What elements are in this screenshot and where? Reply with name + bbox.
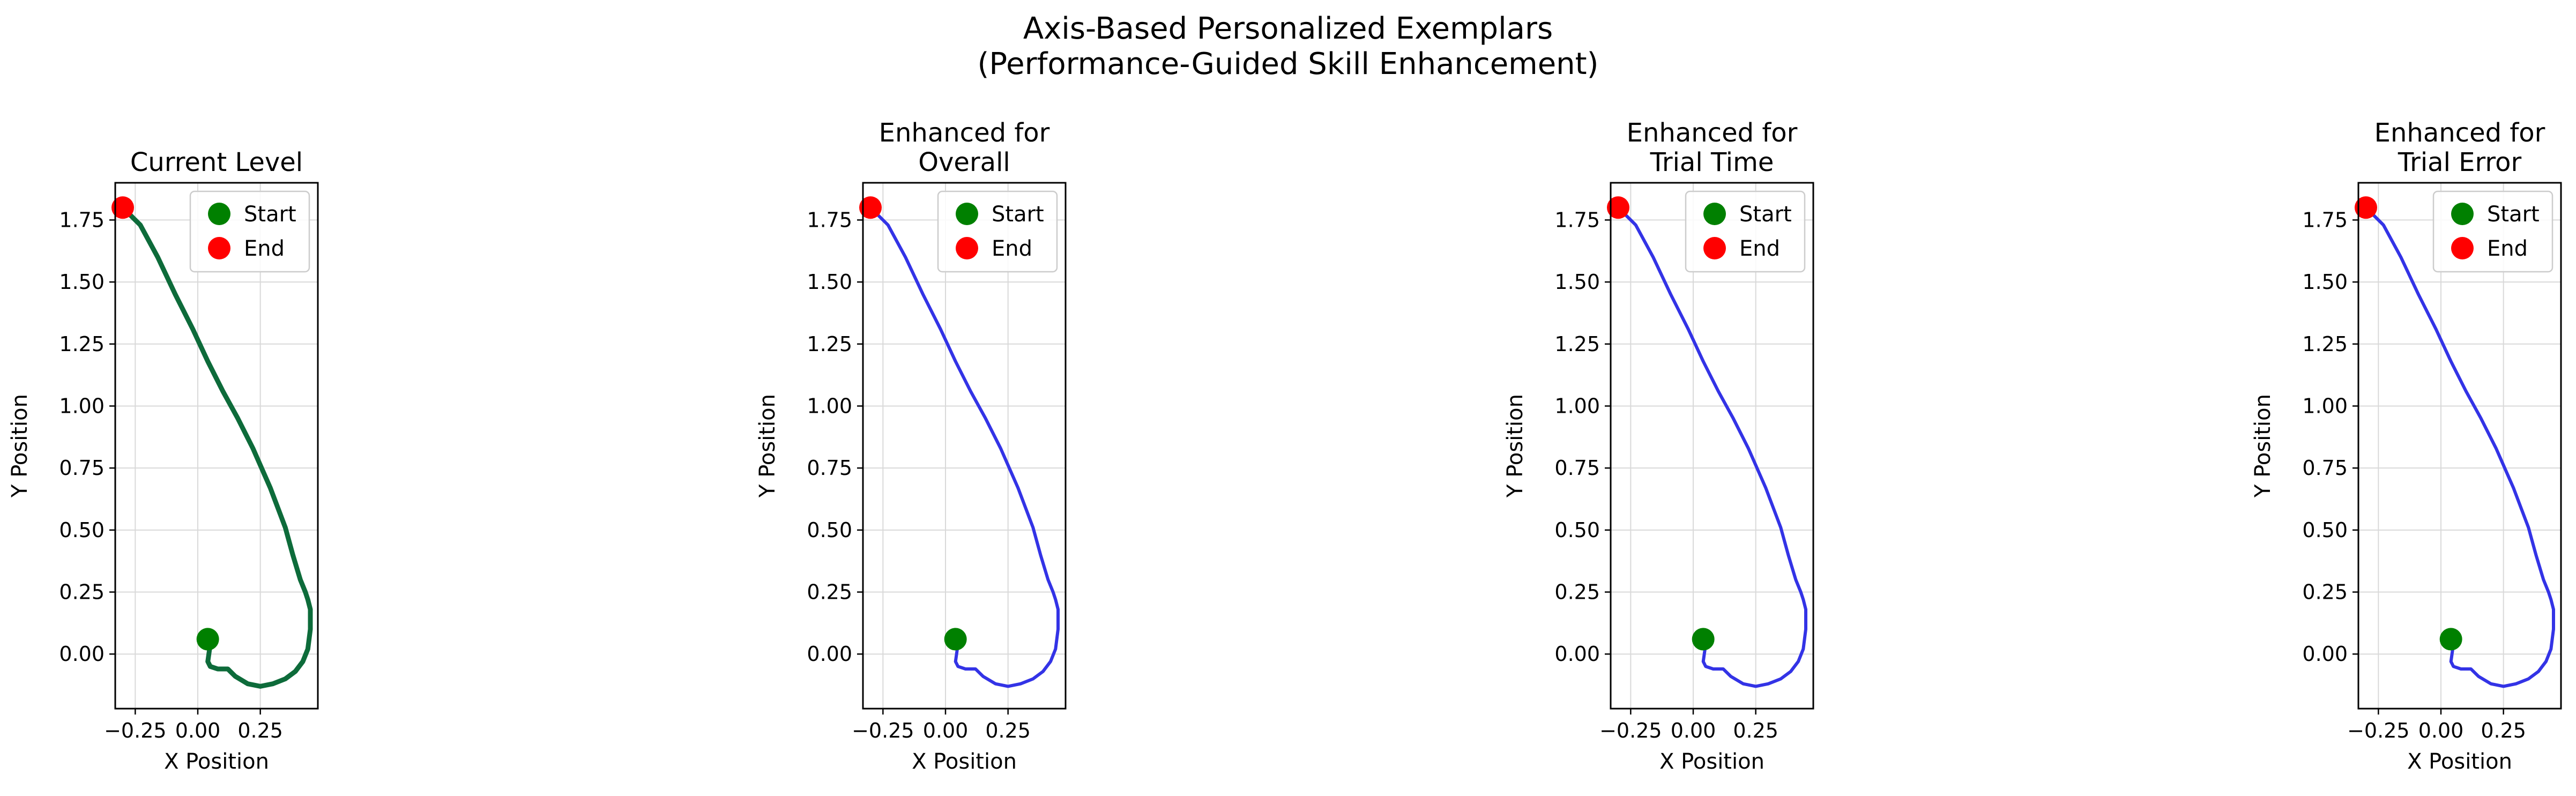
x-tick-label: 0.00 xyxy=(2418,719,2464,742)
end-marker xyxy=(111,196,134,219)
legend-start-marker xyxy=(1703,203,1726,225)
panel-title-line: Current Level xyxy=(130,147,303,177)
panel-2: −0.25 0.00 0.25 0.00 0.25 0.50 0.75 1.00 1.25 1.5… xyxy=(755,118,1067,774)
start-marker xyxy=(944,628,967,651)
axes-frame xyxy=(862,182,1067,710)
y-tick-label: 0.00 xyxy=(1554,642,1600,666)
legend-end-label: End xyxy=(244,236,285,261)
x-tick-label: 0.25 xyxy=(237,719,283,742)
legend-start-marker xyxy=(956,203,978,225)
end-marker xyxy=(1607,196,1629,219)
figure-title-line2: (Performance-Guided Skill Enhancement) xyxy=(978,47,1599,81)
y-tick-label: 1.00 xyxy=(807,394,852,418)
y-tick-label: 0.50 xyxy=(2302,518,2348,542)
y-tick-label: 1.00 xyxy=(59,394,105,418)
y-tick-label: 0.00 xyxy=(2302,642,2348,666)
x-tick-label: 0.00 xyxy=(175,719,221,742)
y-tick-label: 0.25 xyxy=(59,581,105,604)
y-axis-label: Y Position xyxy=(8,394,32,498)
x-tick-label: 0.25 xyxy=(985,719,1031,742)
panel-3: −0.25 0.00 0.25 0.00 0.25 0.50 0.75 1.00 1.25 1.5… xyxy=(1503,118,1814,774)
figure-title-line1: Axis-Based Personalized Exemplars xyxy=(1023,11,1553,46)
end-marker xyxy=(859,196,882,219)
y-tick-label: 0.75 xyxy=(2302,456,2348,480)
legend-start-marker xyxy=(208,203,230,225)
y-tick-label: 0.25 xyxy=(2302,581,2348,604)
panel-title-line: Enhanced for xyxy=(1627,118,1798,148)
y-tick-label: 0.50 xyxy=(807,518,852,542)
y-tick-label: 0.75 xyxy=(807,456,852,480)
y-tick-label: 1.25 xyxy=(2302,332,2348,356)
start-marker xyxy=(2439,628,2462,651)
axes-frame xyxy=(1610,182,1814,710)
x-tick-label: 0.25 xyxy=(1733,719,1778,742)
legend-start-label: Start xyxy=(2487,202,2540,227)
y-tick-label: 1.25 xyxy=(1554,332,1600,356)
start-marker xyxy=(196,628,219,651)
x-axis-label: X Position xyxy=(164,749,269,774)
panel-title-line: Trial Time xyxy=(1650,147,1774,177)
y-axis-label: Y Position xyxy=(1503,394,1528,498)
y-tick-label: 1.50 xyxy=(2302,270,2348,294)
legend-end-label: End xyxy=(1739,236,1780,261)
x-tick-label: 0.00 xyxy=(923,719,969,742)
y-tick-label: 1.25 xyxy=(59,332,105,356)
x-axis-label: X Position xyxy=(1659,749,1765,774)
trajectory-line xyxy=(869,206,1060,688)
legend-start-label: Start xyxy=(1739,202,1792,227)
y-tick-label: 1.50 xyxy=(59,270,105,294)
y-tick-label: 1.00 xyxy=(2302,394,2348,418)
y-tick-label: 0.75 xyxy=(59,456,105,480)
panel-title-line: Enhanced for xyxy=(2374,118,2545,148)
x-tick-label: −0.25 xyxy=(1599,719,1662,742)
legend-start-label: Start xyxy=(244,202,296,227)
y-tick-label: 0.00 xyxy=(59,642,105,666)
x-tick-label: −0.25 xyxy=(104,719,166,742)
legend-end-label: End xyxy=(992,236,1032,261)
trajectory-line xyxy=(120,205,313,689)
y-tick-label: 1.50 xyxy=(1554,270,1600,294)
x-tick-label: −0.25 xyxy=(852,719,914,742)
start-marker xyxy=(1692,628,1715,651)
panels: −0.25 0.00 0.25 0.00 0.25 0.50 0.75 1.00 1.25 1.5… xyxy=(8,118,2562,774)
x-tick-label: −0.25 xyxy=(2347,719,2409,742)
y-tick-label: 1.75 xyxy=(2302,208,2348,232)
legend-end-marker xyxy=(956,237,978,259)
y-tick-label: 0.25 xyxy=(807,581,852,604)
legend-end-marker xyxy=(1703,237,1726,259)
y-tick-label: 0.75 xyxy=(1554,456,1600,480)
panel-title-line: Trial Error xyxy=(2398,147,2522,177)
axes-frame xyxy=(114,182,319,710)
legend-end-marker xyxy=(208,237,230,259)
y-tick-label: 0.25 xyxy=(1554,581,1600,604)
trajectory-line xyxy=(1617,206,1807,688)
legend-start-label: Start xyxy=(992,202,1044,227)
y-axis-label: Y Position xyxy=(2251,394,2275,498)
y-tick-label: 1.75 xyxy=(1554,208,1600,232)
trajectory-line xyxy=(2364,206,2555,688)
y-tick-label: 1.50 xyxy=(807,270,852,294)
y-tick-label: 1.25 xyxy=(807,332,852,356)
x-axis-label: X Position xyxy=(912,749,1017,774)
panel-1: −0.25 0.00 0.25 0.00 0.25 0.50 0.75 1.00 1.25 1.5… xyxy=(8,147,319,774)
y-tick-label: 1.75 xyxy=(807,208,852,232)
legend-end-marker xyxy=(2451,237,2474,259)
panel-title-line: Enhanced for xyxy=(879,118,1050,148)
x-tick-label: 0.25 xyxy=(2481,719,2526,742)
legend-start-marker xyxy=(2451,203,2474,225)
panel-title-line: Overall xyxy=(918,147,1010,177)
end-marker xyxy=(2355,196,2377,219)
axes-frame xyxy=(2357,182,2562,710)
x-tick-label: 0.00 xyxy=(1671,719,1716,742)
panel-4: −0.25 0.00 0.25 0.00 0.25 0.50 0.75 1.00 1.25 1.5… xyxy=(2251,118,2562,774)
y-tick-label: 1.75 xyxy=(59,208,105,232)
y-tick-label: 0.00 xyxy=(807,642,852,666)
y-axis-label: Y Position xyxy=(755,394,780,498)
y-tick-label: 0.50 xyxy=(1554,518,1600,542)
y-tick-label: 0.50 xyxy=(59,518,105,542)
legend-end-label: End xyxy=(2487,236,2528,261)
y-tick-label: 1.00 xyxy=(1554,394,1600,418)
x-axis-label: X Position xyxy=(2407,749,2512,774)
